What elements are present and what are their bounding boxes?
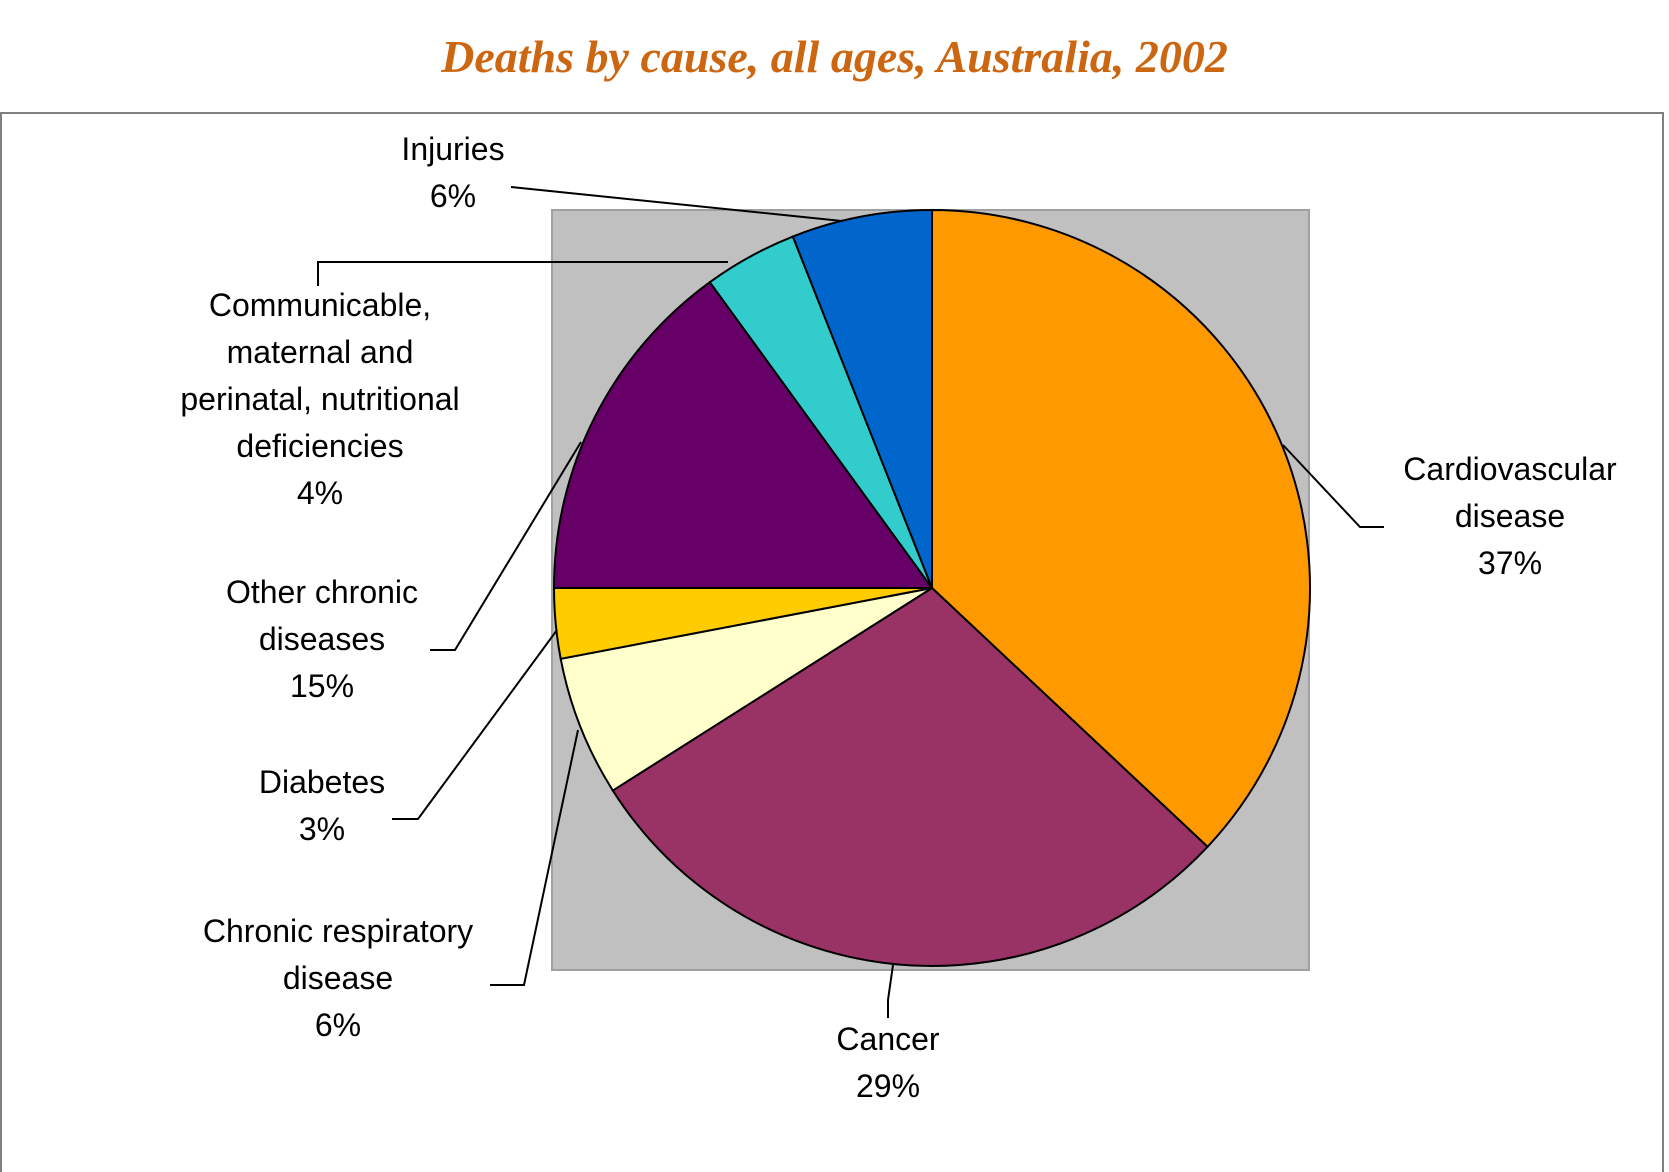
slice-label-line: Chronic respiratory xyxy=(203,913,473,949)
slice-label-line: Cancer xyxy=(836,1021,940,1057)
slice-label-line: Other chronic xyxy=(226,574,418,610)
slice-label: Cardiovascular disease 37% xyxy=(1403,451,1617,581)
slice-labels: Cardiovascular disease 37% Cancer 29% Chronic… xyxy=(180,131,1617,1104)
leader-line xyxy=(392,629,558,820)
slice-label-line: disease xyxy=(1455,498,1565,534)
leader-lines xyxy=(317,186,1384,1018)
slice-percent: 4% xyxy=(297,475,343,511)
slice-label-line: maternal and xyxy=(227,334,414,370)
leader-line xyxy=(317,261,728,286)
pie-slice-cardiovascular-disease xyxy=(931,208,1311,849)
slice-label-line: deficiencies xyxy=(236,428,403,464)
slice-label-line: Diabetes xyxy=(259,764,385,800)
pie-slice-cancer xyxy=(611,586,1209,967)
slice-label: Cancer 29% xyxy=(836,1021,940,1104)
slice-label-line: Cardiovascular xyxy=(1403,451,1617,487)
leader-line xyxy=(430,441,582,651)
slice-percent: 6% xyxy=(315,1007,361,1043)
slice-percent: 29% xyxy=(856,1068,920,1104)
slice-percent: 3% xyxy=(299,811,345,847)
leader-line xyxy=(1282,444,1384,528)
chart-title: Deaths by cause, all ages, Australia, 20… xyxy=(441,31,1228,82)
pie-slices xyxy=(552,208,1311,967)
slice-label: Other chronic diseases 15% xyxy=(226,574,418,704)
slice-label: Chronic respiratory disease 6% xyxy=(203,913,473,1043)
slice-label: Communicable, maternal and perinatal, nutr… xyxy=(180,287,459,511)
pie-slice-chronic-respiratory-disease xyxy=(559,587,933,792)
leader-line xyxy=(510,186,843,222)
pie-slice-other-chronic-diseases xyxy=(552,280,934,589)
slice-percent: 6% xyxy=(430,178,476,214)
leader-line xyxy=(887,964,894,1018)
slice-label-line: perinatal, nutritional xyxy=(180,381,459,417)
slice-label-line: diseases xyxy=(259,621,385,657)
slice-label: Diabetes 3% xyxy=(259,764,385,847)
slice-label: Injuries 6% xyxy=(401,131,504,214)
leader-line xyxy=(490,729,579,986)
slice-percent: 15% xyxy=(290,668,354,704)
pie-slice-injuries xyxy=(791,208,933,589)
slice-label-line: disease xyxy=(283,960,393,996)
slice-label-line: Injuries xyxy=(401,131,504,167)
slice-percent: 37% xyxy=(1478,545,1542,581)
slice-label-line: Communicable, xyxy=(209,287,431,323)
chart-frame xyxy=(0,112,1664,1172)
